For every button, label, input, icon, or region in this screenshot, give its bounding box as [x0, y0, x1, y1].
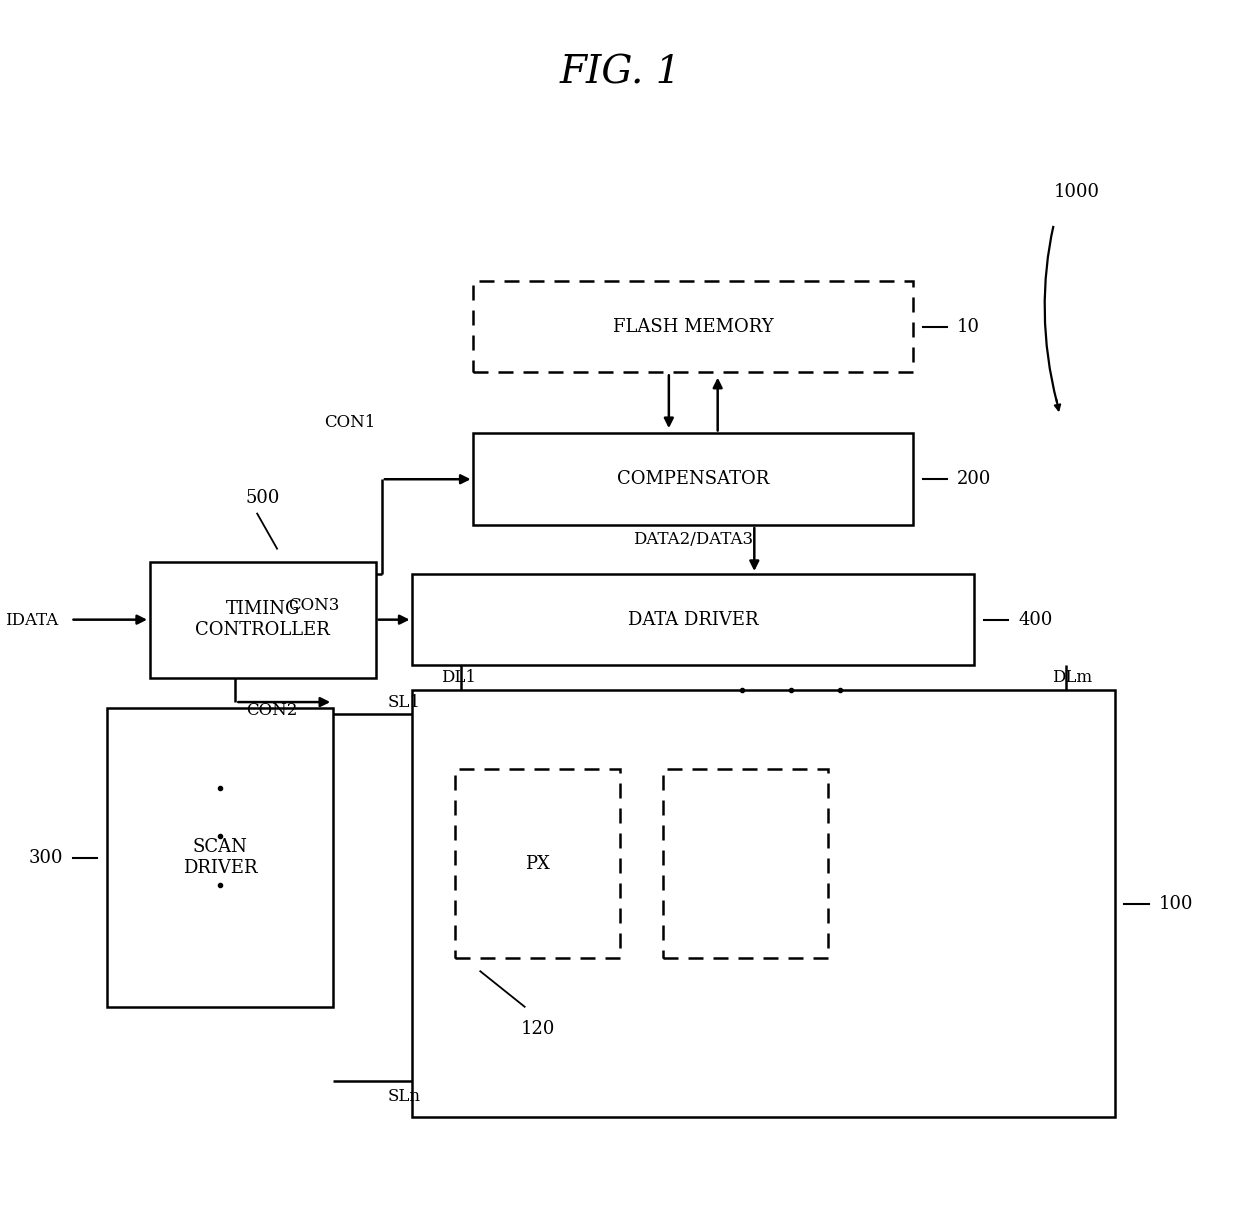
Text: 120: 120 [521, 1020, 554, 1038]
Text: DLm: DLm [1052, 669, 1092, 686]
Text: CON1: CON1 [325, 414, 376, 431]
Bar [474, 281, 913, 372]
Bar [413, 574, 975, 665]
Text: DL1: DL1 [441, 669, 476, 686]
Bar [662, 769, 827, 958]
Text: FIG. 1: FIG. 1 [559, 55, 681, 92]
Bar [107, 708, 334, 1007]
Text: SL1: SL1 [388, 694, 422, 711]
Bar [150, 562, 376, 678]
Text: FLASH MEMORY: FLASH MEMORY [613, 317, 774, 336]
Text: SCAN
DRIVER: SCAN DRIVER [182, 839, 258, 877]
Text: 500: 500 [246, 488, 280, 507]
Text: 100: 100 [1158, 895, 1193, 912]
Text: 400: 400 [1018, 610, 1053, 629]
Bar [474, 433, 913, 525]
Text: DATA DRIVER: DATA DRIVER [627, 610, 759, 629]
Text: 200: 200 [957, 470, 991, 488]
Text: CON3: CON3 [288, 597, 340, 614]
Text: 300: 300 [29, 849, 63, 867]
Bar [455, 769, 620, 958]
Text: SLn: SLn [388, 1088, 422, 1105]
Text: IDATA: IDATA [5, 612, 58, 629]
Text: COMPENSATOR: COMPENSATOR [618, 470, 769, 488]
Text: TIMING
CONTROLLER: TIMING CONTROLLER [196, 601, 330, 639]
Text: PX: PX [526, 855, 551, 873]
Text: 1000: 1000 [1054, 183, 1100, 201]
Text: DATA2/DATA3: DATA2/DATA3 [634, 531, 754, 548]
Text: 10: 10 [957, 317, 980, 336]
Text: CON2: CON2 [247, 702, 298, 719]
Bar [413, 690, 1115, 1117]
